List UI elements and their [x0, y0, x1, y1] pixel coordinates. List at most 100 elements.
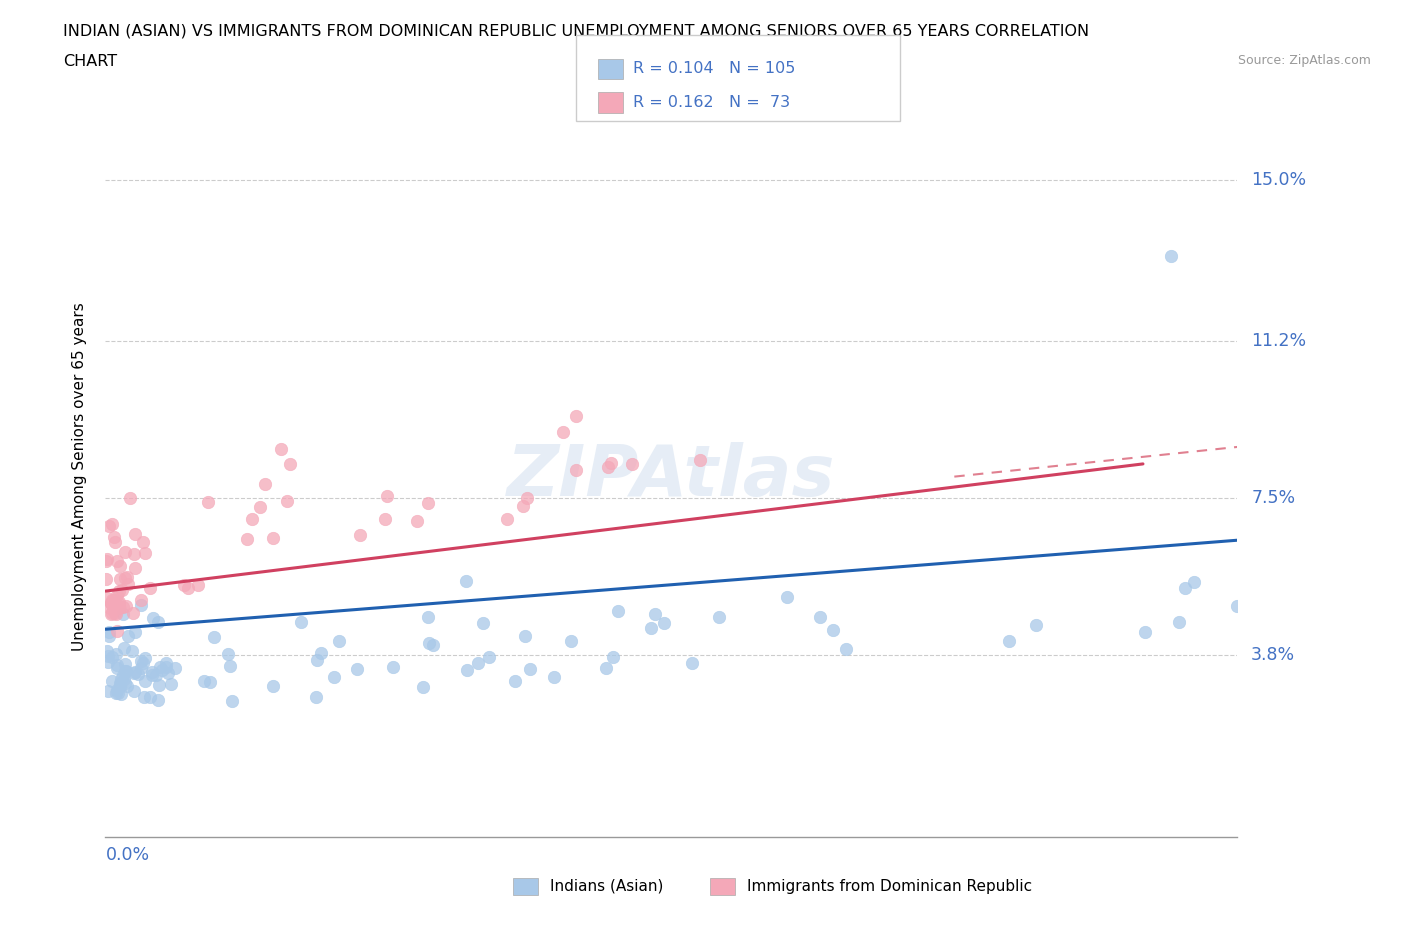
Point [512, 498, 534, 513]
Point [595, 660, 617, 675]
Point [163, 661, 186, 676]
Point [150, 663, 173, 678]
Point [560, 633, 582, 648]
Text: R = 0.104   N = 105: R = 0.104 N = 105 [633, 61, 794, 76]
Point [198, 674, 221, 689]
Point [1167, 615, 1189, 630]
Point [134, 689, 156, 704]
Point [270, 442, 292, 457]
Point [105, 685, 128, 700]
Point [112, 640, 135, 655]
Point [104, 647, 127, 662]
Point [110, 572, 132, 587]
Point [101, 673, 124, 688]
Text: 3.8%: 3.8% [1251, 645, 1295, 664]
Point [117, 577, 139, 591]
Point [644, 606, 666, 621]
Point [1135, 624, 1157, 639]
Point [139, 580, 162, 595]
Point [328, 633, 350, 648]
Point [100, 606, 122, 621]
Point [689, 453, 711, 468]
Point [114, 664, 136, 679]
Point [96, 591, 118, 605]
Text: CHART: CHART [63, 54, 117, 69]
Point [115, 664, 138, 679]
Point [114, 544, 136, 559]
Point [375, 488, 398, 503]
Point [416, 496, 439, 511]
Point [96, 552, 118, 567]
Point [516, 491, 538, 506]
Point [607, 604, 630, 618]
Point [97, 655, 120, 670]
Point [107, 686, 129, 701]
Point [374, 512, 396, 527]
Point [309, 645, 332, 660]
Point [236, 532, 259, 547]
Point [134, 651, 156, 666]
Point [98, 600, 121, 615]
Point [599, 456, 621, 471]
Point [305, 689, 328, 704]
Point [197, 495, 219, 510]
Point [240, 512, 263, 526]
Point [146, 693, 169, 708]
Point [349, 527, 371, 542]
Point [620, 457, 643, 472]
Point [148, 678, 170, 693]
Point [105, 553, 128, 568]
Point [155, 656, 177, 671]
Point [496, 512, 519, 526]
Point [110, 686, 132, 701]
Point [173, 578, 195, 592]
Point [198, 96, 221, 111]
Point [114, 675, 136, 690]
Point [1226, 598, 1249, 613]
Point [346, 661, 368, 676]
Point [1160, 248, 1182, 263]
Point [124, 561, 146, 576]
Point [202, 630, 225, 644]
Point [124, 624, 146, 639]
Text: Immigrants from Dominican Republic: Immigrants from Dominican Republic [747, 879, 1032, 894]
Text: Indians (Asian): Indians (Asian) [550, 879, 664, 894]
Point [105, 660, 128, 675]
Point [262, 531, 284, 546]
Point [122, 666, 145, 681]
Point [278, 457, 301, 472]
Point [160, 676, 183, 691]
Point [456, 663, 478, 678]
Point [551, 424, 574, 439]
Point [111, 607, 134, 622]
Point [519, 661, 541, 676]
Point [97, 684, 120, 698]
Point [100, 593, 122, 608]
Point [254, 477, 277, 492]
Point [652, 616, 675, 631]
Point [276, 494, 298, 509]
Point [640, 620, 662, 635]
Point [115, 678, 138, 693]
Point [418, 609, 440, 624]
Point [117, 629, 139, 644]
Point [565, 408, 588, 423]
Point [503, 674, 526, 689]
Point [108, 600, 131, 615]
Point [108, 584, 131, 599]
Point [96, 644, 118, 658]
Point [515, 629, 537, 644]
Point [454, 573, 477, 588]
Point [94, 572, 117, 587]
Text: R = 0.162   N =  73: R = 0.162 N = 73 [633, 95, 790, 110]
Point [111, 583, 134, 598]
Point [221, 693, 243, 708]
Point [122, 605, 145, 620]
Point [132, 535, 155, 550]
Point [262, 679, 284, 694]
Point [998, 633, 1021, 648]
Point [115, 570, 138, 585]
Point [835, 642, 858, 657]
Point [104, 534, 127, 549]
Point [108, 601, 131, 616]
